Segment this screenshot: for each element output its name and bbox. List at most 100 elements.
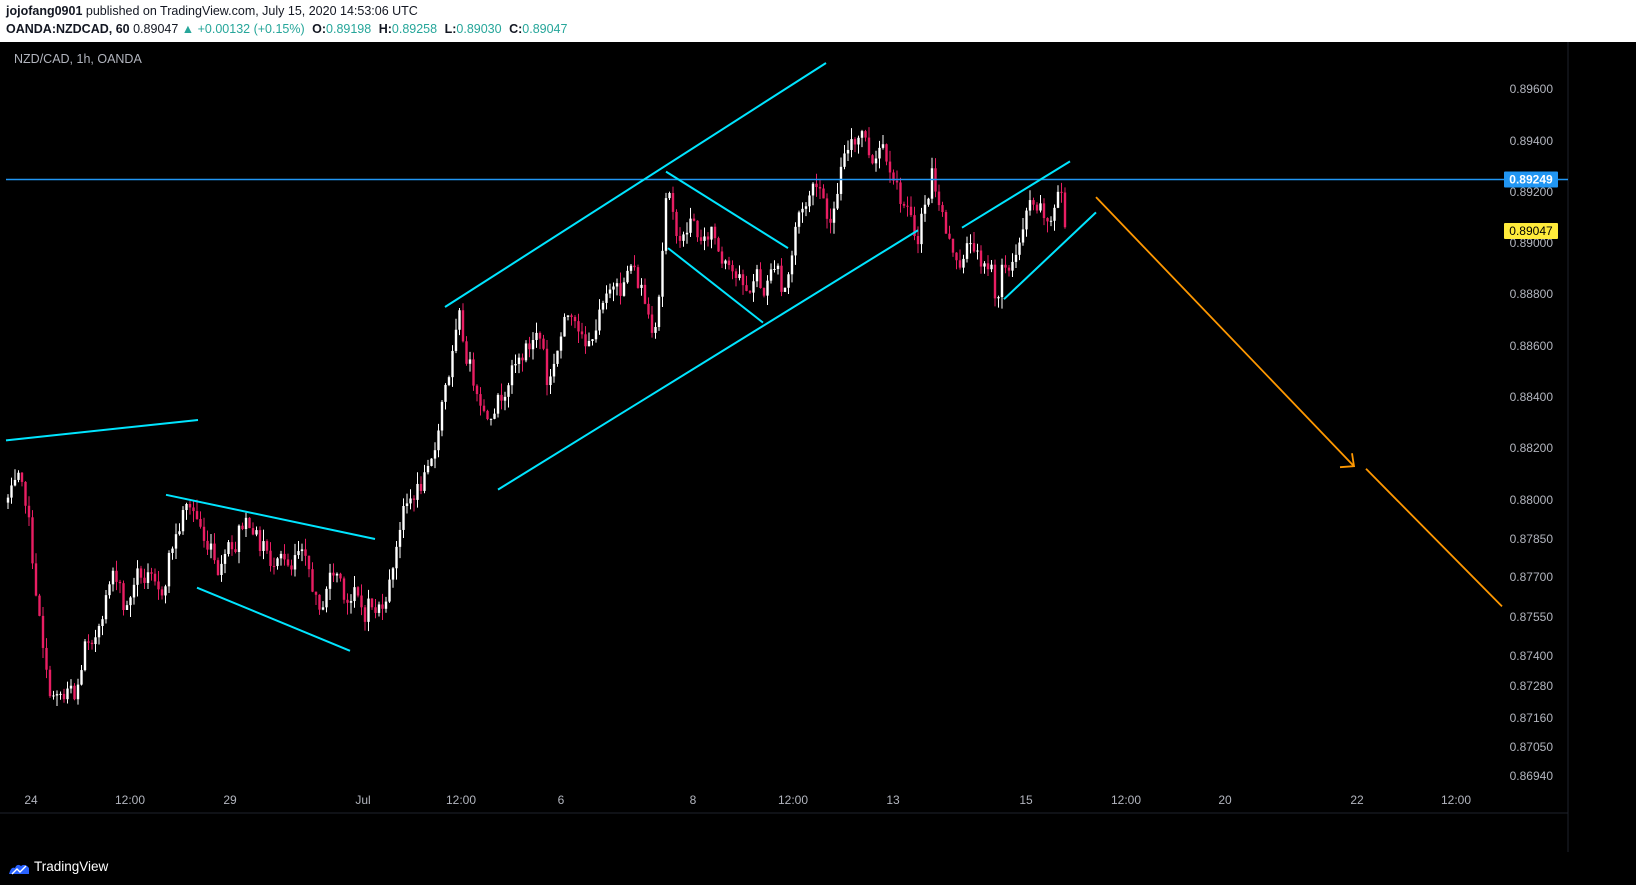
candle-body: [332, 572, 335, 576]
candle-body: [580, 331, 584, 335]
candle-body: [391, 568, 395, 580]
candle-body: [367, 598, 370, 622]
candle-body: [720, 251, 724, 264]
high-label: H:: [378, 22, 392, 36]
candle-body: [538, 332, 542, 339]
candle-body: [90, 642, 94, 645]
candle-body: [405, 503, 409, 507]
candle-body: [1053, 207, 1056, 221]
trendline: [444, 62, 827, 308]
candle-body: [598, 309, 601, 331]
candle-body: [223, 554, 227, 564]
candle-body: [808, 195, 811, 207]
candle-body: [1011, 261, 1014, 271]
candle-body: [423, 472, 426, 491]
candle-body: [811, 183, 815, 196]
candle-body: [556, 350, 559, 364]
candle-body: [153, 573, 157, 582]
y-tick-label: 0.87850: [1510, 532, 1554, 546]
candle-body: [283, 553, 286, 560]
candle-body: [864, 131, 867, 138]
candle-body: [881, 144, 885, 148]
candles-layer: [6, 127, 1067, 706]
candle-body: [66, 688, 69, 700]
candle-body: [682, 234, 685, 241]
author-name[interactable]: jojofang0901: [6, 4, 83, 18]
candle-body: [202, 526, 206, 541]
y-tick-label: 0.89200: [1510, 185, 1554, 199]
candle-body: [636, 267, 640, 288]
candle-body: [248, 517, 251, 529]
candle-body: [531, 340, 535, 350]
candle-body: [990, 264, 993, 270]
candle-body: [510, 365, 514, 386]
trendline: [667, 247, 764, 324]
candle-body: [577, 321, 580, 332]
candle-body: [1000, 264, 1004, 298]
candle-body: [755, 269, 759, 282]
candle-body: [220, 563, 223, 576]
candle-body: [573, 316, 577, 322]
candle-body: [829, 218, 832, 223]
close-value: 0.89047: [522, 22, 568, 36]
y-tick-label: 0.87400: [1510, 649, 1554, 663]
candle-body: [815, 183, 818, 188]
candle-body: [342, 578, 346, 600]
candle-body: [188, 504, 192, 508]
tradingview-brand[interactable]: TradingView: [34, 859, 109, 874]
y-tick-label: 0.87550: [1510, 610, 1554, 624]
candle-body: [437, 430, 440, 451]
close-label: C:: [509, 22, 523, 36]
candle-body: [797, 212, 801, 227]
candle-body: [325, 588, 328, 608]
candle-body: [339, 573, 342, 579]
candle-body: [944, 212, 948, 234]
footer: TradingView: [0, 852, 1636, 885]
candle-body: [381, 604, 384, 609]
candle-body: [640, 284, 643, 288]
candle-body: [433, 450, 437, 459]
trendline: [5, 418, 199, 442]
candle-body: [199, 518, 202, 527]
candle-body: [111, 570, 115, 585]
candle-body: [363, 607, 367, 622]
candle-body: [888, 161, 892, 173]
last-price-label: 0.89047: [1509, 224, 1553, 238]
candle-body: [832, 208, 836, 223]
x-tick-label: 12:00: [115, 793, 145, 807]
candle-body: [87, 641, 90, 643]
candle-body: [479, 394, 482, 406]
candle-body: [867, 137, 871, 156]
candle-body: [125, 605, 129, 610]
candle-body: [633, 265, 636, 268]
candle-body: [1046, 218, 1049, 222]
y-tick-label: 0.89000: [1510, 236, 1554, 250]
candle-body: [349, 601, 353, 603]
candle-body: [1014, 254, 1018, 262]
candle-body: [409, 498, 412, 504]
candle-body: [419, 483, 423, 491]
time-axis[interactable]: 24 12:00 29 Jul 12:00 6 8 12:00 13 15 12:00 20 22 12:…: [24, 793, 1471, 807]
price-change: ▲ +0.00132 (+0.15%): [181, 22, 305, 36]
candle-body: [136, 568, 139, 585]
candle-body: [643, 284, 647, 304]
candle-body: [825, 198, 829, 219]
candle-body: [503, 396, 507, 401]
x-tick-label: 12:00: [778, 793, 808, 807]
candle-body: [38, 595, 41, 616]
candle-body: [24, 481, 27, 506]
symbol-name: OANDA:NZDCAD, 60: [6, 22, 130, 36]
candle-body: [699, 237, 703, 241]
publish-header: jojofang0901 published on TradingView.co…: [0, 0, 1636, 42]
candle-body: [521, 357, 524, 361]
candle-body: [451, 350, 454, 378]
candle-body: [657, 296, 661, 327]
price-axis[interactable]: 0.89600 0.89400 0.89200 0.89000 0.88800 0.886…: [1510, 82, 1554, 783]
candle-body: [10, 485, 13, 498]
candle-body: [1060, 191, 1063, 193]
x-tick-label: 6: [558, 793, 565, 807]
trendline: [196, 586, 351, 652]
candle-body: [447, 377, 451, 385]
candle-body: [297, 551, 300, 556]
